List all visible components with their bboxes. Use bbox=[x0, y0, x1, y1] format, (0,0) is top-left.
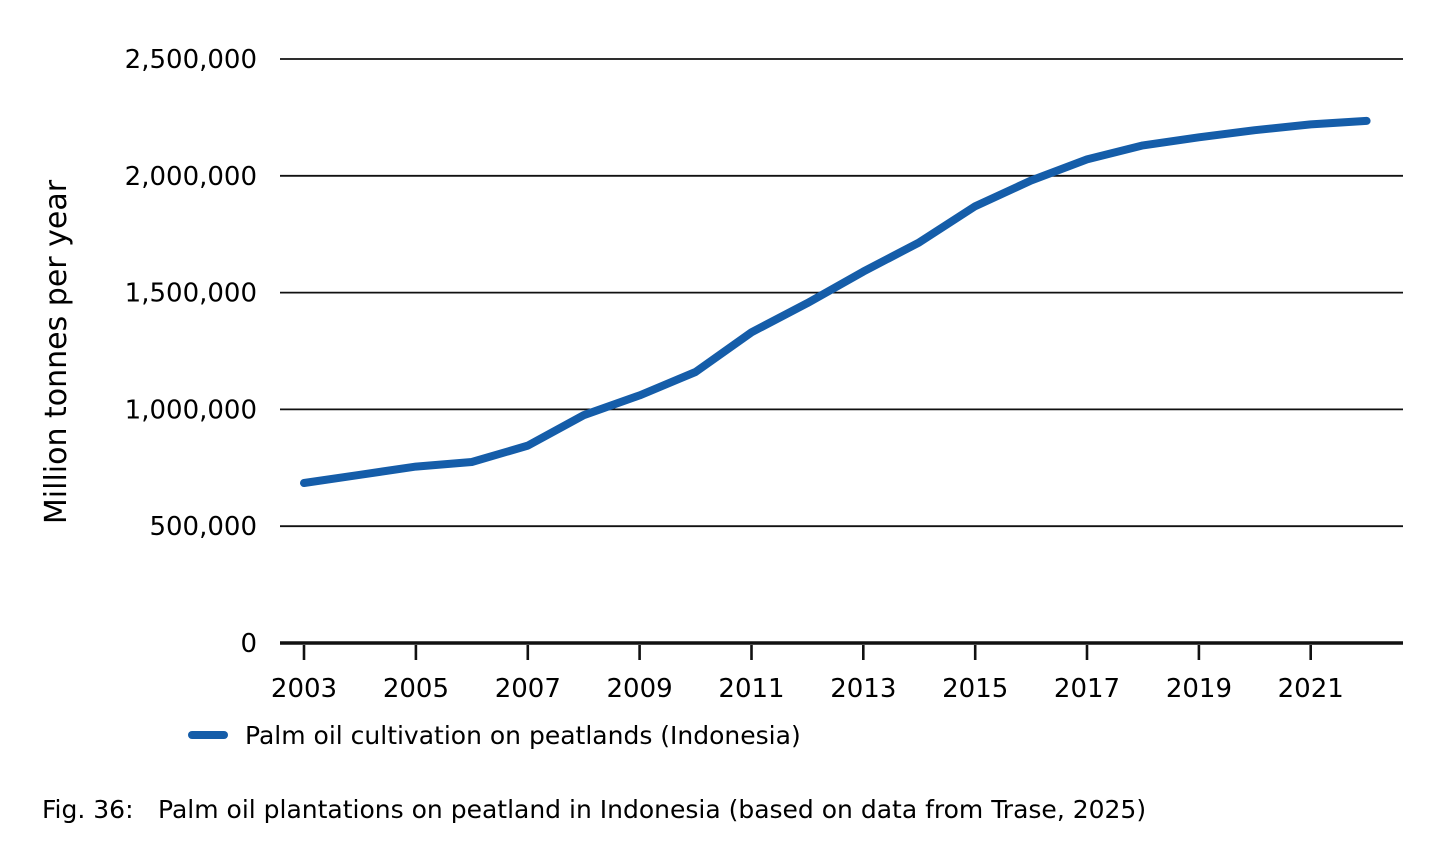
x-tick-label: 2013 bbox=[830, 674, 896, 704]
x-tick-label: 2007 bbox=[495, 674, 561, 704]
x-tick-labels: 2003 2005 2007 2009 2011 2013 2015 2017 2019 2021 bbox=[271, 674, 1344, 704]
x-tick-label: 2017 bbox=[1054, 674, 1120, 704]
legend-label: Palm oil cultivation on peatlands (Indon… bbox=[245, 721, 801, 750]
x-tick-label: 2009 bbox=[607, 674, 673, 704]
x-tick-label: 2019 bbox=[1166, 674, 1232, 704]
legend: Palm oil cultivation on peatlands (Indon… bbox=[188, 721, 801, 750]
x-tick-label: 2011 bbox=[718, 674, 784, 704]
x-tick-label: 2021 bbox=[1278, 674, 1344, 704]
x-tick-label: 2003 bbox=[271, 674, 337, 704]
x-tick-label: 2005 bbox=[383, 674, 449, 704]
y-tick-label: 2,000,000 bbox=[125, 162, 257, 192]
x-axis bbox=[280, 641, 1403, 660]
y-tick-label: 2,500,000 bbox=[125, 45, 257, 75]
y-tick-label: 1,000,000 bbox=[125, 395, 257, 425]
y-tick-label: 500,000 bbox=[149, 512, 257, 542]
x-tick-label: 2015 bbox=[942, 674, 1008, 704]
y-tick-label: 0 bbox=[240, 629, 257, 659]
y-tick-label: 1,500,000 bbox=[125, 279, 257, 309]
y-tick-labels: 0 500,000 1,000,000 1,500,000 2,000,000 2,500… bbox=[125, 45, 257, 659]
gridlines bbox=[280, 58, 1403, 528]
y-axis-title: Million tonnes per year bbox=[39, 179, 74, 524]
caption-prefix: Fig. 36: bbox=[42, 795, 134, 824]
caption-text: Palm oil plantations on peatland in Indo… bbox=[158, 795, 1146, 824]
figure-caption: Fig. 36: Palm oil plantations on peatlan… bbox=[42, 795, 1146, 824]
data-line bbox=[300, 116, 1371, 487]
